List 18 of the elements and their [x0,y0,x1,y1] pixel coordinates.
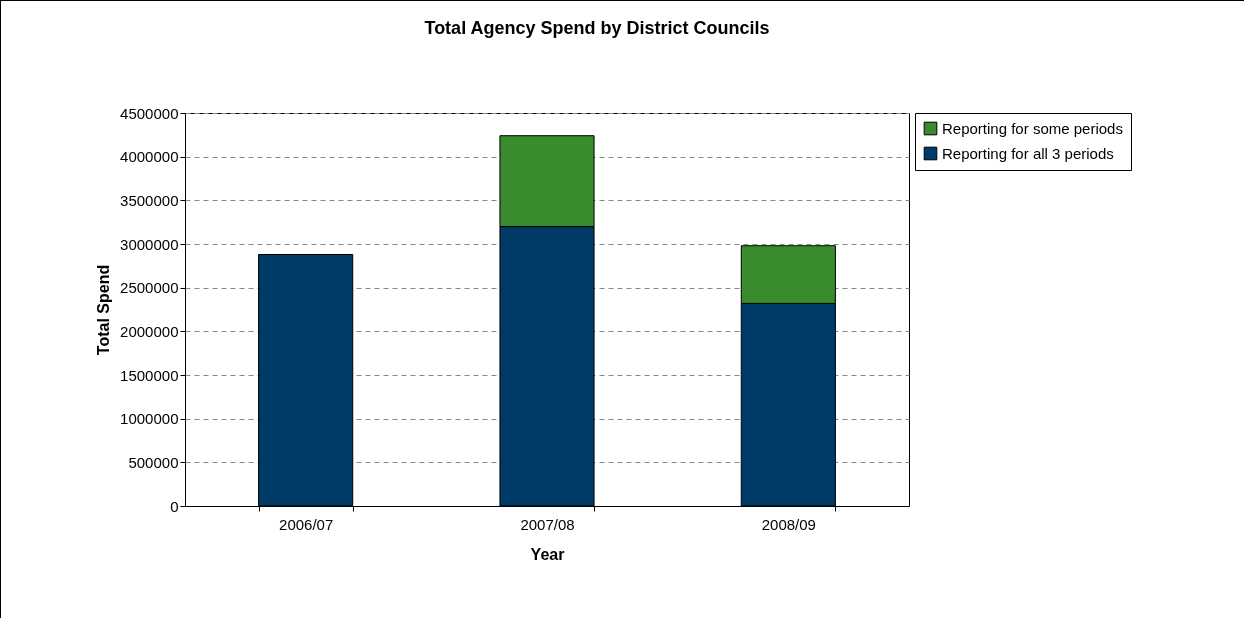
y-tick-label: 1000000 [120,410,179,428]
y-tick-label: 0 [170,497,179,515]
y-axis-title: Total Spend [95,264,113,356]
y-tick-label: 4000000 [120,148,179,166]
y-tick-label: 2000000 [120,322,179,340]
x-tick-label: 2008/09 [761,515,816,533]
legend-label: Reporting for some periods [942,119,1123,137]
y-tick-label: 3000000 [120,235,179,253]
y-tick-label: 1500000 [120,366,179,384]
x-tick-label: 2006/07 [279,515,334,533]
y-tick-label: 3500000 [120,191,179,209]
y-tick-label: 2500000 [120,279,179,297]
y-tick-label: 500000 [128,453,179,471]
x-axis-title: Year [530,545,565,563]
x-tick-label: 2007/08 [520,515,575,533]
legend-label: Reporting for all 3 periods [942,144,1114,162]
y-tick-label: 4500000 [120,104,179,122]
chart-title: Total Agency Spend by District Councils [424,18,770,38]
